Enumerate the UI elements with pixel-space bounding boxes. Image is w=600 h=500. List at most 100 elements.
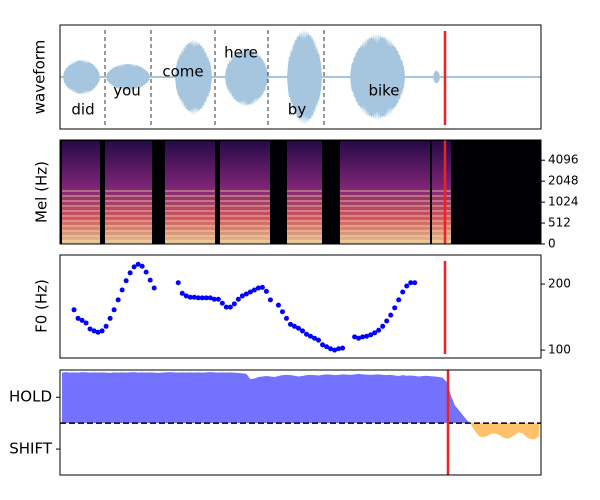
f0-point — [275, 302, 281, 308]
y-tick-label: 1024 — [548, 195, 579, 209]
f0-point — [295, 325, 301, 331]
y-tick-label: 200 — [548, 277, 571, 291]
waveform-segment — [175, 39, 212, 115]
f0-point — [195, 295, 201, 301]
f0-point — [368, 332, 374, 338]
f0-point — [183, 293, 189, 299]
f0-point — [227, 304, 233, 310]
spectrogram-harmonics — [220, 190, 270, 244]
f0-point — [127, 270, 133, 276]
f0-point — [364, 333, 370, 339]
f0-point — [215, 296, 221, 302]
f0-point — [107, 315, 113, 321]
word-boundaries — [104, 30, 325, 128]
f0-point — [179, 290, 185, 296]
f0-point — [324, 344, 330, 350]
y-tick-label: SHIFT — [9, 440, 53, 458]
f0-point — [151, 285, 157, 291]
f0-point — [255, 285, 261, 291]
word: by — [288, 101, 307, 119]
spectrogram-harmonics — [287, 190, 322, 244]
waveform-segment — [350, 33, 405, 121]
f0-point — [111, 307, 117, 313]
f0-point — [119, 287, 125, 293]
f0-point — [396, 297, 402, 303]
waveform-segment — [433, 70, 440, 84]
f0-point — [300, 328, 306, 334]
f0-point — [291, 323, 297, 329]
f0-point — [235, 296, 241, 302]
f0-point — [404, 283, 410, 289]
spectrogram-harmonics — [105, 190, 152, 244]
y-tick-label: 512 — [548, 216, 571, 230]
waveform-segment — [225, 47, 268, 107]
y-tick-label: 0 — [548, 237, 556, 251]
y-axis-label: Mel (Hz) — [33, 161, 51, 223]
f0-point — [87, 326, 93, 332]
waveform-shape — [60, 29, 541, 125]
spectrogram-harmonics — [165, 190, 215, 244]
f0-point — [247, 289, 253, 295]
f0-point — [267, 297, 273, 303]
f0-point — [388, 312, 394, 318]
waveform-segment — [287, 29, 322, 125]
f0-point — [143, 269, 149, 275]
f0-point — [259, 284, 265, 290]
f0-point — [340, 345, 346, 351]
f0-point — [400, 289, 406, 295]
word: you — [113, 82, 141, 100]
f0-point — [83, 320, 89, 326]
f0-point — [316, 337, 322, 343]
f0-point — [372, 330, 378, 336]
cursor — [443, 31, 450, 475]
y-tick-label: 4096 — [548, 153, 579, 167]
f0-point — [131, 264, 137, 270]
f0-point — [175, 280, 181, 286]
y-tick-label: HOLD — [9, 388, 52, 406]
f0-point — [203, 295, 209, 301]
word: come — [162, 63, 203, 81]
y-tick-label: 2048 — [548, 174, 579, 188]
f0-point — [219, 300, 225, 306]
f0-point — [231, 301, 237, 307]
f0-point — [312, 335, 318, 341]
spectrogram-image — [60, 140, 541, 244]
f0-point — [211, 296, 217, 302]
waveform-segment — [106, 63, 150, 91]
f0-point — [392, 305, 398, 311]
f0-point — [199, 295, 205, 301]
word: here — [224, 44, 258, 62]
f0-point — [123, 278, 129, 284]
f0-point — [251, 287, 257, 293]
y-axis-label: waveform — [31, 40, 49, 115]
f0-point — [308, 333, 314, 339]
axes-frame — [59, 369, 542, 476]
f0-point — [223, 304, 229, 310]
y-axis-label: F0 (Hz) — [33, 279, 51, 333]
f0-point — [139, 263, 145, 269]
f0-point — [376, 327, 382, 333]
f0-point — [95, 329, 101, 335]
word: did — [71, 101, 94, 119]
f0-point — [79, 317, 85, 323]
f0-point — [147, 277, 153, 283]
f0-point — [71, 307, 77, 313]
spectrogram-harmonics — [340, 190, 430, 244]
f0-point — [263, 288, 269, 294]
f0-point — [320, 342, 326, 348]
f0-point — [243, 291, 249, 297]
f0-point — [328, 346, 334, 352]
f0-point — [91, 328, 97, 334]
f0-point — [412, 280, 418, 286]
waveform-segment — [63, 59, 100, 95]
y-tick-label: 100 — [548, 343, 571, 357]
f0-point — [207, 295, 213, 301]
f0-point — [356, 335, 362, 341]
spectrogram-harmonics — [62, 190, 100, 244]
f0-point — [408, 280, 414, 286]
f0-point — [191, 294, 197, 300]
f0-point — [103, 323, 109, 329]
f0-point — [360, 334, 366, 340]
word: bike — [368, 82, 399, 100]
